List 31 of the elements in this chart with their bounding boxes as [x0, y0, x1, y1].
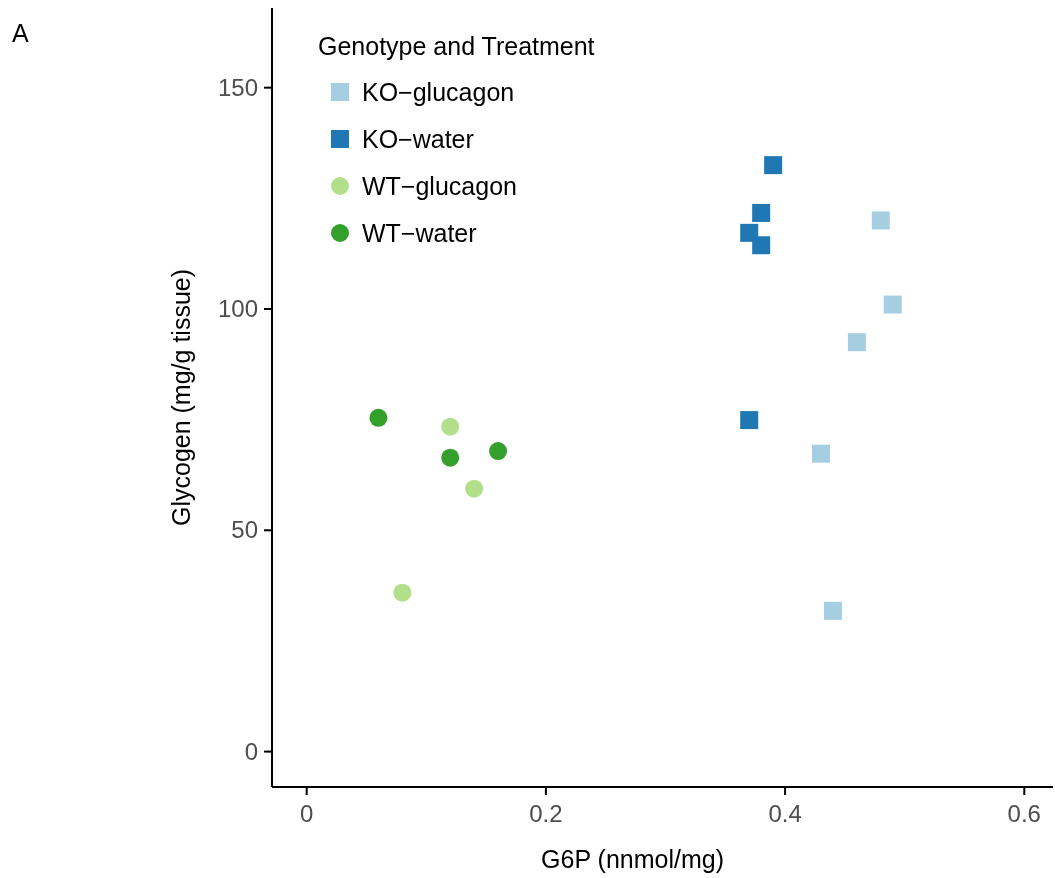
- y-tick-label: 50: [231, 516, 258, 544]
- point: [441, 417, 460, 436]
- x-tick-label: 0.4: [768, 800, 802, 827]
- point: [752, 203, 771, 222]
- legend-title: Genotype and Treatment: [318, 32, 595, 60]
- point: [393, 583, 412, 602]
- y-axis-title: Glycogen (mg/g tissue): [167, 268, 195, 527]
- point: [369, 408, 388, 427]
- y-tick-label: 0: [244, 737, 258, 765]
- x-tick-label: 0.2: [529, 800, 563, 827]
- y-tick-label: 150: [217, 73, 258, 101]
- x-axis-title: G6P (nnmol/mg): [541, 845, 724, 873]
- x-tick-label: 0.6: [1007, 800, 1041, 827]
- x-tick-label: 0: [300, 800, 314, 827]
- text: A: [12, 19, 29, 47]
- point: [752, 236, 771, 255]
- legend-label: KO−water: [362, 125, 474, 153]
- point: [465, 479, 484, 498]
- point: [489, 442, 508, 461]
- point: [847, 333, 866, 352]
- point: [811, 444, 830, 463]
- legend-label: KO−glucagon: [362, 78, 515, 106]
- y-tick-label: 100: [217, 294, 258, 322]
- point: [823, 601, 842, 620]
- legend-label: WT−glucagon: [362, 172, 517, 200]
- point: [740, 411, 759, 430]
- point: [441, 448, 460, 467]
- legend-label: WT−water: [362, 219, 477, 247]
- point: [883, 295, 902, 314]
- point: [764, 156, 783, 175]
- point: [871, 211, 890, 230]
